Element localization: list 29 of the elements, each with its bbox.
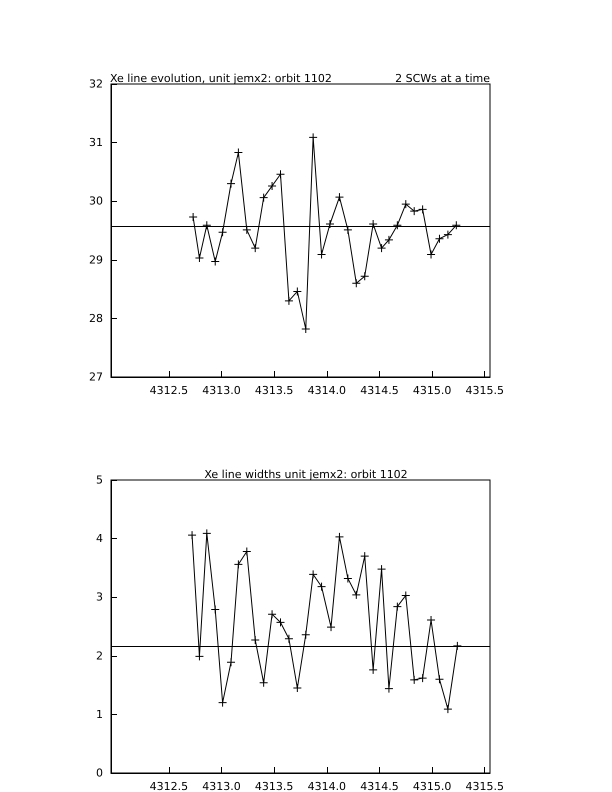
y-tick-label: 29 (89, 253, 103, 266)
x-tick-label: 4314.5 (360, 780, 399, 792)
x-tick-label: 4313.0 (202, 384, 241, 397)
y-tick-label: 27 (89, 370, 103, 384)
y-tick-label: 1 (96, 708, 103, 721)
y-tick-label: 31 (89, 136, 103, 150)
chart-title: Xe line widths unit jemx2: orbit 1102 (204, 468, 408, 481)
x-tick-label: 4312.5 (150, 384, 188, 397)
y-tick-label: 32 (89, 78, 103, 90)
y-tick-label: 4 (96, 532, 103, 546)
x-tick-label: 4312.5 (150, 780, 188, 792)
y-tick-label: 2 (96, 649, 103, 662)
x-tick-label: 4313.0 (202, 780, 241, 792)
x-tick-label: 4315.5 (465, 384, 504, 397)
y-tick-label: 0 (96, 766, 103, 780)
x-tick-label: 4313.5 (254, 780, 294, 792)
x-tick-label: 4315.0 (412, 384, 452, 397)
y-tick-label: 5 (96, 474, 103, 486)
x-tick-label: 4314.0 (308, 780, 346, 792)
y-tick-label: 30 (89, 194, 103, 208)
annotation: 2 SCWs at a time (395, 72, 490, 85)
x-tick-label: 4314.0 (308, 384, 346, 397)
x-tick-label: 4314.5 (360, 384, 399, 397)
x-tick-label: 4315.0 (412, 780, 452, 792)
x-tick-label: 4313.5 (254, 384, 294, 397)
y-tick-label: 28 (89, 312, 103, 325)
y-tick-label: 3 (96, 590, 103, 604)
x-tick-label: 4315.5 (465, 780, 504, 792)
chart-title: Xe line evolution, unit jemx2: orbit 1102 (110, 72, 332, 85)
